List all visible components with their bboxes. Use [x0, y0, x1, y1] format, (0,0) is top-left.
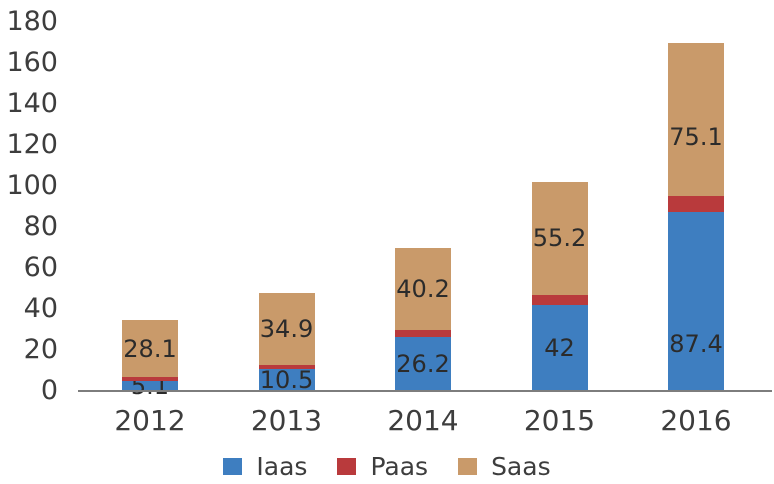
bar-segment-saas-2012: [122, 319, 178, 378]
legend-swatch-iaas-icon: [223, 458, 243, 475]
bar-segment-paas-2013: [258, 364, 315, 370]
legend-item-iaas: Iaas: [223, 452, 307, 481]
bar-segment-iaas-2013: [258, 369, 315, 391]
bar-segment-paas-2012: [122, 377, 178, 381]
x-tick-label-2015: 2015: [523, 404, 596, 437]
bar-segment-paas-2016: [668, 196, 724, 212]
bar-segment-paas-2014: [395, 330, 451, 338]
legend-label-iaas: Iaas: [256, 452, 308, 481]
legend-item-paas: Paas: [337, 452, 428, 481]
y-tick-label-60: 60: [23, 252, 58, 283]
y-tick-label-140: 140: [6, 88, 58, 119]
x-tick-label-2014: 2014: [387, 404, 459, 437]
x-tick-label-2013: 2013: [250, 404, 323, 437]
bar-segment-iaas-2014: [395, 337, 451, 391]
bar-segment-saas-2013: [258, 293, 315, 365]
y-tick-label-0: 0: [40, 375, 58, 406]
bar-segment-iaas-2012: [122, 380, 178, 391]
y-tick-label-80: 80: [23, 211, 58, 242]
y-tick-label-40: 40: [23, 293, 58, 324]
legend-label-paas: Paas: [370, 452, 429, 481]
legend-item-saas: Saas: [458, 452, 551, 481]
legend-swatch-paas-icon: [337, 458, 357, 475]
legend: Iaas Paas Saas: [0, 452, 774, 481]
y-tick-label-20: 20: [23, 334, 58, 365]
bar-segment-paas-2015: [531, 294, 588, 305]
x-tick-label-2012: 2012: [114, 404, 186, 437]
y-tick-label-100: 100: [6, 170, 58, 201]
bar-segment-saas-2016: [668, 42, 724, 197]
bar-segment-saas-2014: [395, 247, 451, 331]
bar-segment-iaas-2015: [531, 304, 588, 391]
y-tick-label-120: 120: [6, 129, 58, 160]
bar-segment-iaas-2016: [668, 211, 724, 391]
legend-swatch-saas-icon: [458, 458, 478, 475]
x-tick-label-2016: 2016: [660, 404, 732, 437]
legend-label-saas: Saas: [491, 452, 551, 481]
x-axis-line: [78, 390, 772, 392]
y-tick-label-180: 180: [6, 6, 58, 37]
y-tick-label-160: 160: [6, 47, 58, 78]
bar-segment-saas-2015: [531, 181, 588, 295]
